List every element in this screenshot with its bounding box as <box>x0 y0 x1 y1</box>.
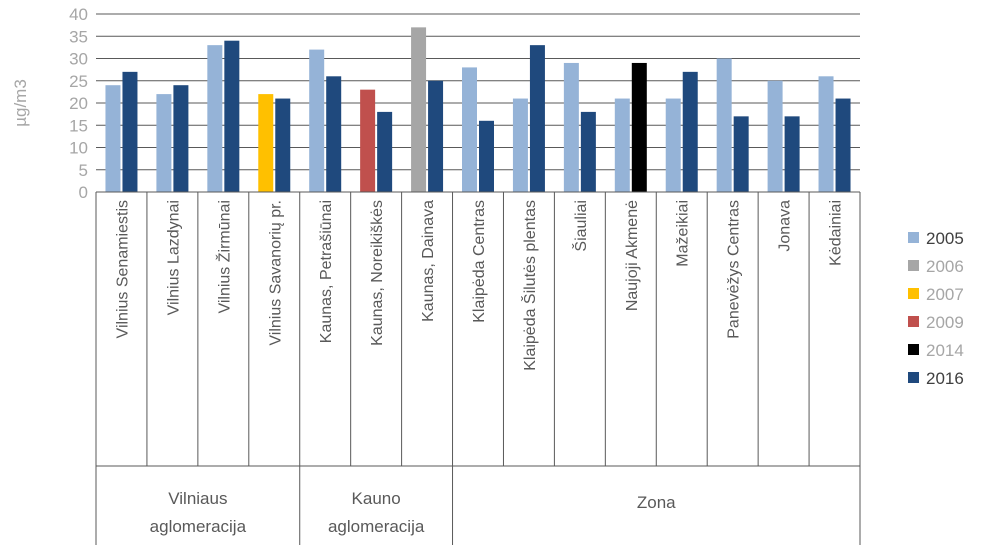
group-label: aglomeracija <box>328 517 425 536</box>
category-label: Mažeikiai <box>675 200 692 267</box>
y-tick-labels: 0 5 10 15 20 25 30 35 40 <box>69 5 88 202</box>
y-tick-label: 10 <box>69 139 88 158</box>
bar-2009 <box>360 89 376 192</box>
category-label: Vilnius Senamiestis <box>114 200 131 338</box>
bar-2005 <box>512 98 528 192</box>
bar-2016 <box>122 71 138 192</box>
category-label: Kaunas, Dainava <box>420 200 437 322</box>
y-tick-label: 25 <box>69 72 88 91</box>
group-labels: Vilniaus aglomeracija Kauno aglomeracija Zon… <box>150 489 677 536</box>
category-label: Kaunas, Noreikiškės <box>369 200 386 346</box>
grid-lines <box>96 13 860 171</box>
y-axis-label: µg/m3 <box>11 79 30 127</box>
bar-2005 <box>156 94 172 192</box>
bar-2016 <box>733 116 749 192</box>
bar-2016 <box>580 111 596 192</box>
bars <box>105 27 851 193</box>
bar-2016 <box>377 111 393 192</box>
bar-2016 <box>275 98 291 192</box>
bar-2005 <box>818 76 834 192</box>
legend-label: 2014 <box>926 341 964 360</box>
bar-2005 <box>309 49 325 192</box>
category-label: Kėdainiai <box>828 200 845 266</box>
bar-2016 <box>835 98 851 192</box>
bar-2016 <box>224 40 240 193</box>
category-label: Klaipėda Centras <box>471 200 488 323</box>
legend-label: 2007 <box>926 285 964 304</box>
legend-swatch-2016 <box>908 372 919 383</box>
legend-swatch-2006 <box>908 260 919 271</box>
legend-label: 2016 <box>926 369 964 388</box>
bar-2016 <box>784 116 800 192</box>
bar-2006 <box>411 27 427 192</box>
bar-2016 <box>682 71 698 192</box>
y-tick-label: 30 <box>69 50 88 69</box>
bar-2005 <box>563 62 579 193</box>
bar-2005 <box>716 58 732 192</box>
group-label: aglomeracija <box>150 517 247 536</box>
bar-2005 <box>462 67 477 192</box>
y-tick-label: 20 <box>69 94 88 113</box>
y-tick-label: 0 <box>79 183 88 202</box>
y-tick-label: 35 <box>69 27 88 46</box>
category-labels: Vilnius Senamiestis Vilnius Lazdynai Vilni… <box>114 200 844 371</box>
legend-swatch-2014 <box>908 344 919 355</box>
bar-2005 <box>105 85 121 192</box>
legend-label: 2006 <box>926 257 964 276</box>
category-label: Jonava <box>777 200 794 252</box>
bar-2016 <box>479 120 494 192</box>
legend-label: 2009 <box>926 313 964 332</box>
bar-2016 <box>529 45 545 193</box>
legend-label: 2005 <box>926 229 964 248</box>
axes <box>95 191 861 545</box>
group-label: Vilniaus <box>168 489 227 508</box>
bar-2005 <box>614 98 630 192</box>
bar-2005 <box>767 80 783 192</box>
category-label: Panevėžys Centras <box>726 200 743 339</box>
bar-2016 <box>326 76 342 192</box>
y-tick-label: 5 <box>79 161 88 180</box>
legend: 2005 2006 2007 2009 2014 2016 <box>908 229 964 388</box>
category-label: Naujoji Akmenė <box>624 200 641 311</box>
legend-swatch-2005 <box>908 232 919 243</box>
bar-2005 <box>207 45 223 193</box>
bar-2016 <box>173 85 189 192</box>
bar-2005 <box>665 98 681 192</box>
group-label: Kauno <box>352 489 401 508</box>
category-label: Kaunas, Petrašiūnai <box>318 200 335 343</box>
y-tick-label: 40 <box>69 5 88 24</box>
bar-2016 <box>428 80 444 192</box>
bar-2014 <box>631 62 647 193</box>
y-tick-label: 15 <box>69 116 88 135</box>
group-label: Zona <box>637 493 676 512</box>
legend-swatch-2009 <box>908 316 919 327</box>
category-label: Vilnius Žirmūnai <box>214 200 233 314</box>
category-label: Vilnius Savanorių pr. <box>267 200 284 346</box>
category-label: Klaipėda Šilutės plentas <box>520 200 539 371</box>
category-label: Šiauliai <box>571 200 590 252</box>
legend-swatch-2007 <box>908 288 919 299</box>
bar-2007 <box>258 94 274 192</box>
category-label: Vilnius Lazdynai <box>165 200 182 315</box>
